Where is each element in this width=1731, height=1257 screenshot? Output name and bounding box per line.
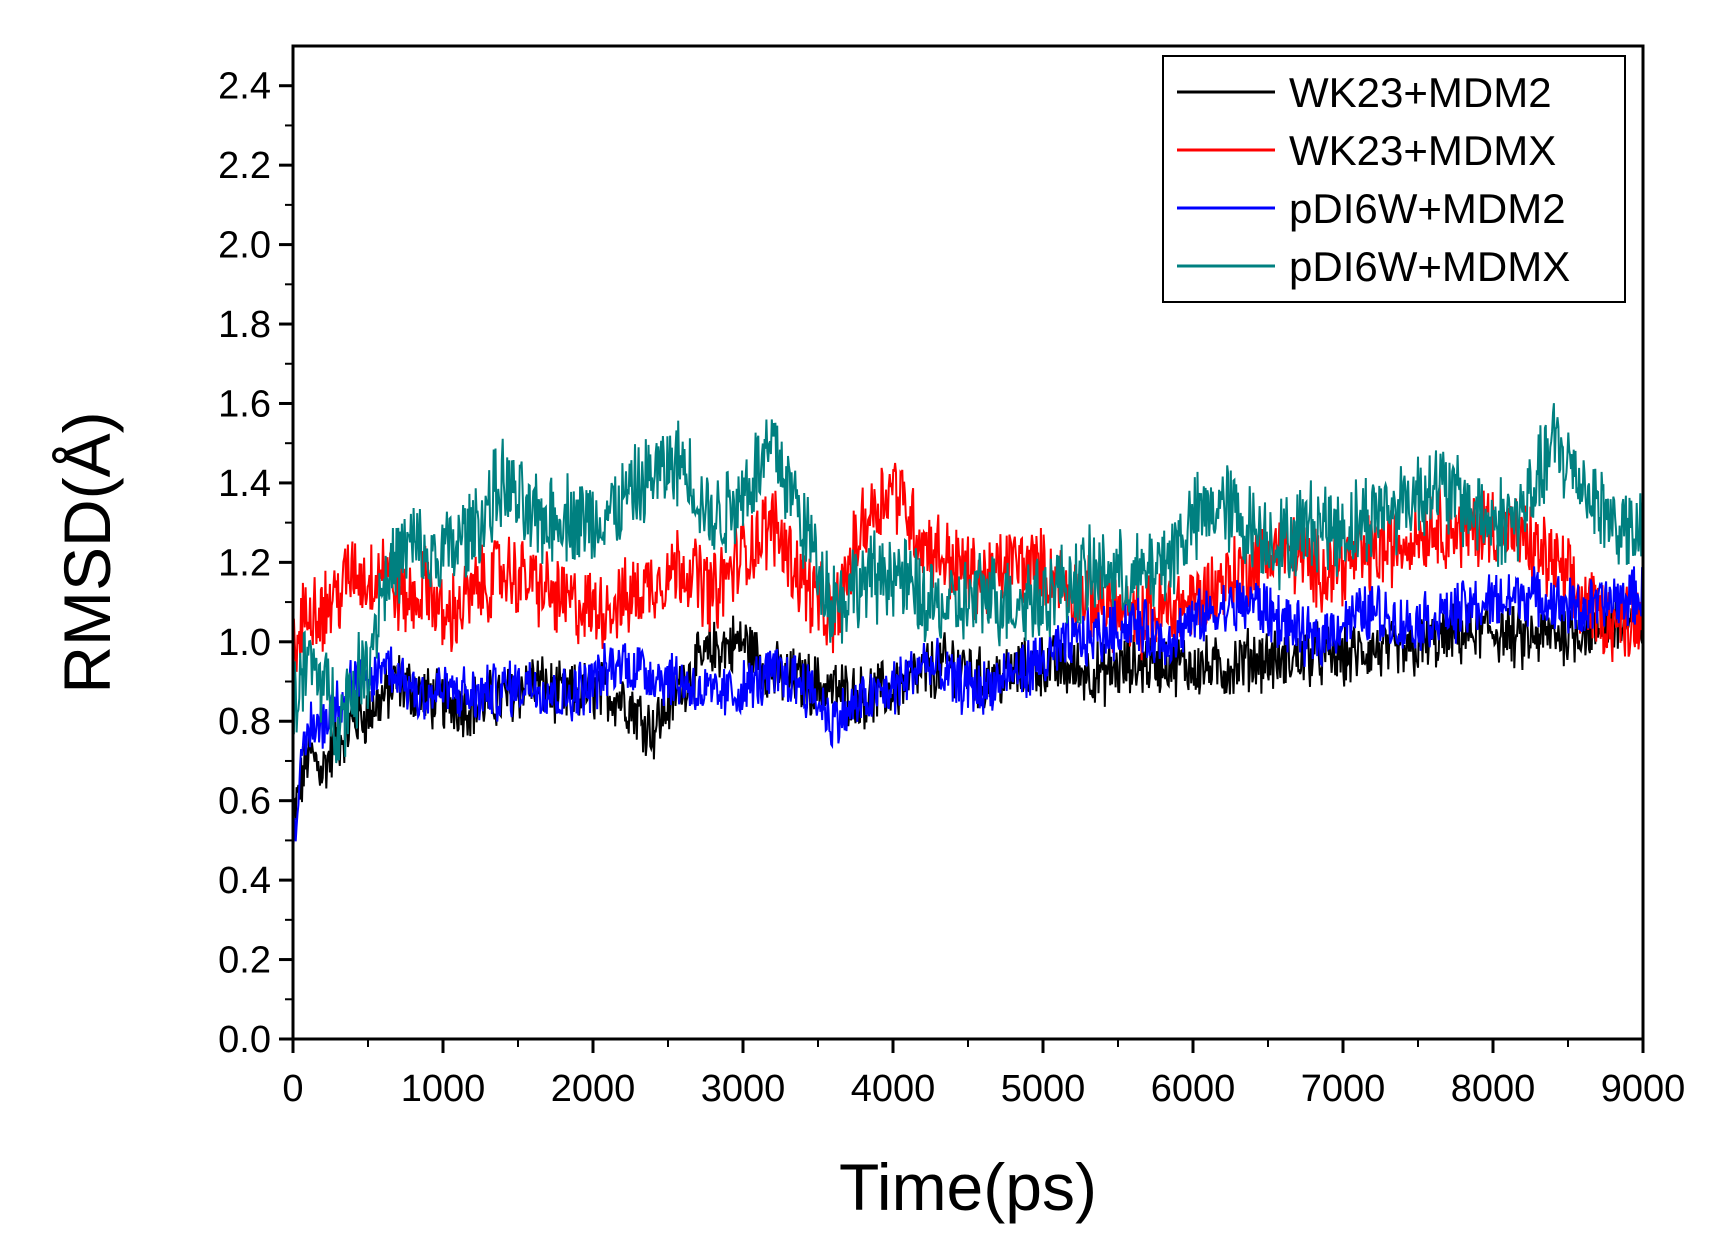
- x-tick-label: 3000: [701, 1068, 786, 1110]
- y-tick-label: 0.2: [218, 940, 271, 982]
- y-tick-label: 1.0: [218, 622, 271, 664]
- x-tick-label: 7000: [1301, 1068, 1386, 1110]
- y-axis-title: RMSD(Å): [50, 411, 124, 693]
- legend-label: WK23+MDM2: [1289, 69, 1552, 116]
- series-line-1: [293, 597, 1643, 821]
- x-tick-label: 5000: [1001, 1068, 1086, 1110]
- legend-label: pDI6W+MDM2: [1289, 185, 1566, 232]
- series-line-4: [293, 403, 1643, 764]
- x-tick-label: 0: [282, 1068, 303, 1110]
- legend-label: pDI6W+MDMX: [1289, 243, 1570, 290]
- legend-label: WK23+MDMX: [1289, 127, 1556, 174]
- series-line-3: [293, 566, 1643, 862]
- y-tick-label: 0.6: [218, 781, 271, 823]
- x-tick-label: 1000: [401, 1068, 486, 1110]
- x-axis: 0 1000 2000 3000 4000 5000 6000 7000 8000 9000: [282, 1039, 1685, 1110]
- x-tick-label: 4000: [851, 1068, 936, 1110]
- y-tick-label: 0.0: [218, 1019, 271, 1061]
- y-tick-label: 2.4: [218, 66, 271, 108]
- x-tick-label: 8000: [1451, 1068, 1536, 1110]
- y-tick-label: 0.8: [218, 701, 271, 743]
- y-tick-label: 1.6: [218, 383, 271, 425]
- y-tick-label: 2.0: [218, 225, 271, 267]
- x-tick-label: 6000: [1151, 1068, 1236, 1110]
- legend-box: [1162, 55, 1626, 303]
- x-axis-title: Time(ps): [839, 1150, 1097, 1224]
- y-tick-label: 2.2: [218, 145, 271, 187]
- series-lines: [293, 403, 1643, 862]
- y-tick-label: 0.4: [218, 860, 271, 902]
- y-tick-label: 1.4: [218, 463, 271, 505]
- y-tick-label: 1.8: [218, 304, 271, 346]
- x-tick-label: 9000: [1601, 1068, 1686, 1110]
- y-axis: 0.0 0.2 0.4 0.6 0.8 1.0 1.2 1.4 1.6 1.8 2.0 2.2 2.4: [218, 66, 293, 1061]
- series-line-2: [293, 462, 1643, 673]
- y-tick-label: 1.2: [218, 542, 271, 584]
- legend: WK23+MDM2 WK23+MDMX pDI6W+MDM2 pDI6W+MDMX: [1162, 55, 1626, 303]
- x-tick-label: 2000: [551, 1068, 636, 1110]
